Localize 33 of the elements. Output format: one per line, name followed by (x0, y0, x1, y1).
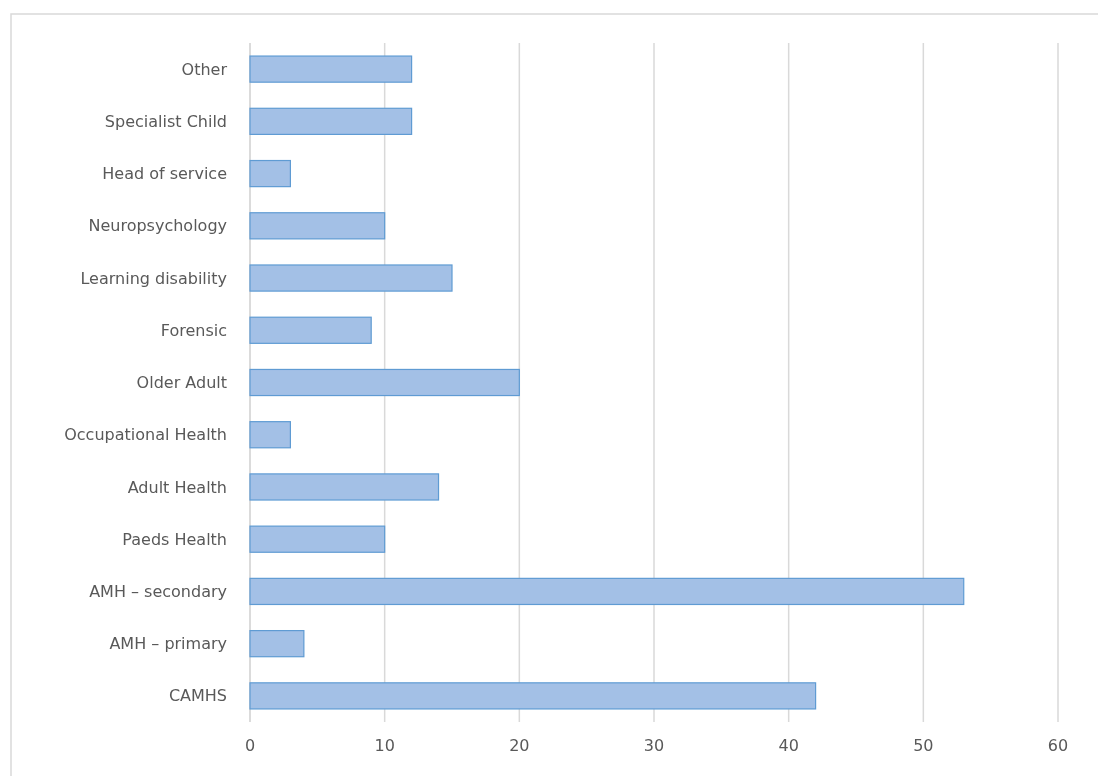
y-tick-label: AMH – primary (109, 634, 227, 654)
bar (249, 212, 386, 240)
bar (249, 159, 291, 188)
bar (249, 473, 440, 501)
x-tick-label: 40 (778, 736, 799, 756)
y-tick-label: Learning disability (80, 268, 227, 288)
bar (249, 264, 453, 292)
bar (249, 630, 305, 658)
y-tick-label: Occupational Health (64, 425, 227, 445)
bar (249, 55, 413, 83)
bar (249, 368, 520, 397)
y-tick-label: Other (181, 59, 228, 79)
y-tick-label: Adult Health (127, 477, 227, 497)
x-tick-label: 60 (1047, 736, 1069, 756)
y-tick-label: Paeds Health (122, 529, 227, 549)
y-tick-label: Neuropsychology (88, 216, 227, 236)
y-tick-label: AMH – secondary (89, 582, 227, 602)
x-tick-label: 20 (509, 736, 530, 756)
bar (249, 577, 965, 606)
y-tick-label: Older Adult (136, 373, 227, 393)
x-tick-label: 0 (244, 736, 256, 756)
bar (249, 316, 372, 344)
y-tick-label: CAMHS (168, 686, 227, 706)
bar (249, 421, 291, 449)
y-tick-label: Head of service (102, 164, 227, 184)
x-tick-label: 50 (913, 736, 934, 756)
bar (249, 682, 817, 710)
x-tick-label: 30 (643, 736, 665, 756)
bar (249, 525, 386, 553)
x-tick-label: 10 (374, 736, 395, 756)
y-tick-label: Specialist Child (104, 111, 227, 131)
y-tick-label: Forensic (160, 320, 227, 340)
bar (249, 107, 413, 135)
